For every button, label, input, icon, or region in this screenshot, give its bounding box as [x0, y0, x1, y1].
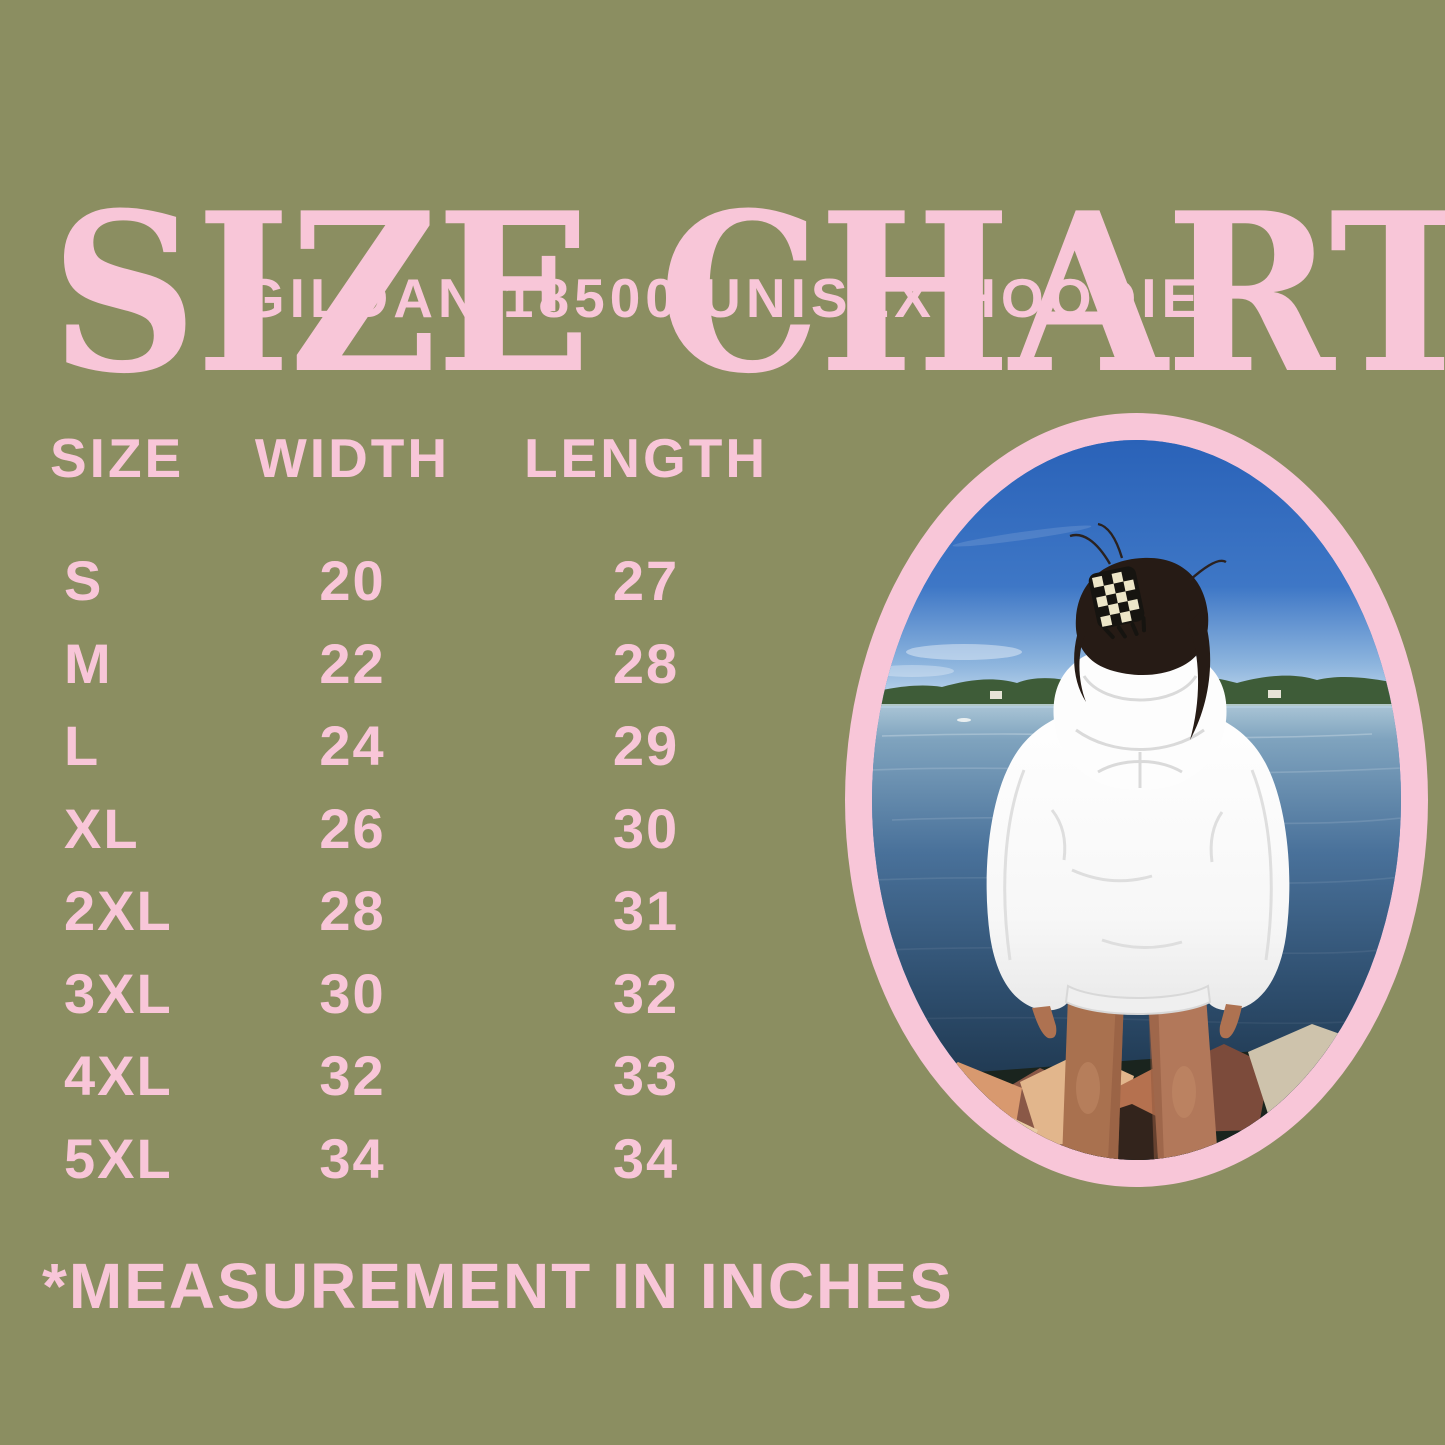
hand	[1219, 1004, 1242, 1039]
width-value: 20	[319, 549, 386, 612]
length-value: 30	[612, 796, 680, 860]
table-row: 3XL 30 32	[50, 961, 840, 1049]
length-value: 32	[612, 961, 680, 1025]
width-value: 30	[319, 961, 386, 1025]
model-hair	[1069, 522, 1227, 740]
hoodie	[986, 636, 1290, 1039]
size-label: 2XL	[64, 879, 173, 942]
lake-scene-illustration	[872, 440, 1401, 1160]
size-label: M	[64, 631, 113, 695]
column-header-size: SIZE	[50, 427, 185, 489]
width-value: 22	[319, 631, 386, 695]
table-row: S 20 27	[50, 553, 840, 636]
cloud	[872, 665, 954, 677]
measurement-note: *MEASUREMENT IN INCHES	[42, 1250, 954, 1322]
table-row: M 22 28	[50, 631, 840, 719]
house	[990, 691, 1002, 699]
column-header-width: WIDTH	[254, 427, 451, 489]
size-label: 4XL	[64, 1044, 173, 1107]
width-value: 34	[319, 1126, 386, 1190]
hair-strands	[1069, 522, 1227, 581]
width-value: 32	[319, 1044, 386, 1107]
table-row: L 24 29	[50, 718, 840, 801]
photo-frame-oval	[845, 413, 1428, 1187]
product-subtitle: GILDAN 18500 UNISEX HOODIE	[241, 267, 1204, 329]
size-label: 3XL	[64, 961, 173, 1025]
table-row: 2XL 28 31	[50, 883, 840, 966]
width-value: 24	[319, 714, 386, 777]
size-label: S	[64, 549, 104, 612]
boat-speck	[957, 718, 971, 722]
size-label: XL	[64, 796, 140, 860]
length-value: 28	[612, 631, 680, 695]
width-value: 28	[319, 879, 386, 942]
page-title: SIZE CHART	[50, 163, 1445, 422]
table-row: XL 26 30	[50, 796, 840, 884]
width-value: 26	[319, 796, 386, 860]
table-row: 4XL 32 33	[50, 1048, 840, 1131]
house	[1268, 690, 1281, 698]
claw-clip-icon	[1088, 566, 1147, 639]
cloud	[952, 525, 1092, 547]
length-value: 29	[612, 714, 680, 777]
table-row: 5XL 34 34	[50, 1126, 840, 1214]
size-table-header: SIZE WIDTH LENGTH	[50, 431, 840, 486]
hoodie-model-photo	[872, 440, 1401, 1160]
cloud	[906, 644, 1022, 660]
model-legs	[1062, 996, 1218, 1160]
length-value: 33	[612, 1044, 680, 1107]
hand	[1032, 1006, 1057, 1039]
hoodie-hem	[1064, 984, 1212, 1015]
length-value: 27	[612, 549, 680, 612]
length-value: 34	[612, 1126, 680, 1190]
length-value: 31	[612, 879, 680, 942]
column-header-length: LENGTH	[523, 427, 769, 489]
size-label: 5XL	[64, 1126, 173, 1190]
size-table-body: S 20 27 M 22 28 L 24 29 XL 26 30 2XL 28	[50, 553, 840, 1213]
size-table: SIZE WIDTH LENGTH S 20 27 M 22 28 L 24 2…	[50, 431, 840, 1213]
size-label: L	[64, 714, 101, 777]
